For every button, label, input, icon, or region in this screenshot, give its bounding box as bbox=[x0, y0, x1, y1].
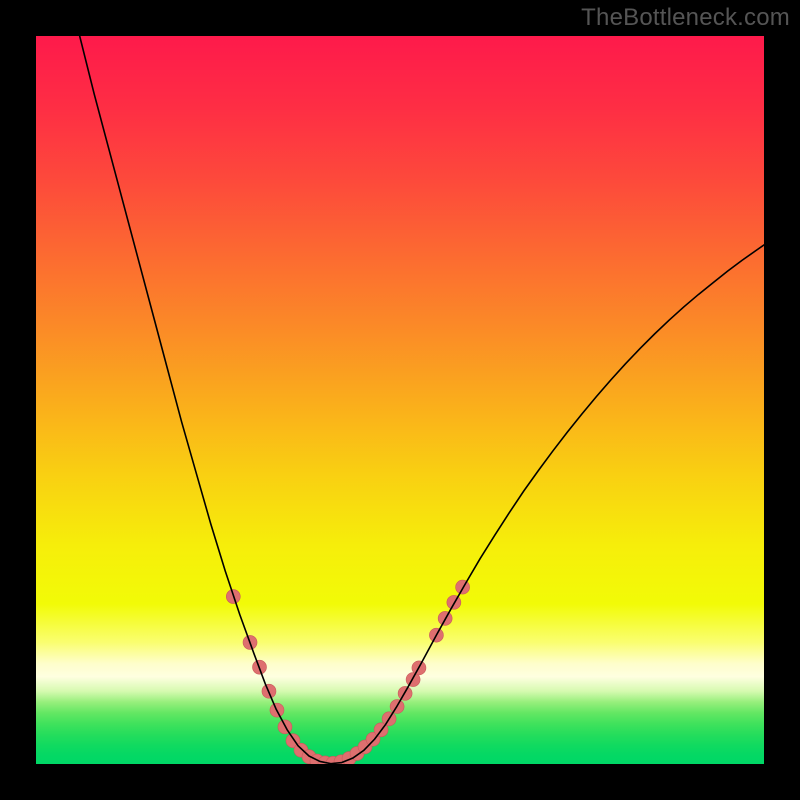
plot-background-gradient bbox=[36, 36, 764, 764]
watermark-text: TheBottleneck.com bbox=[581, 4, 790, 32]
chart-stage: TheBottleneck.com bbox=[0, 0, 800, 800]
